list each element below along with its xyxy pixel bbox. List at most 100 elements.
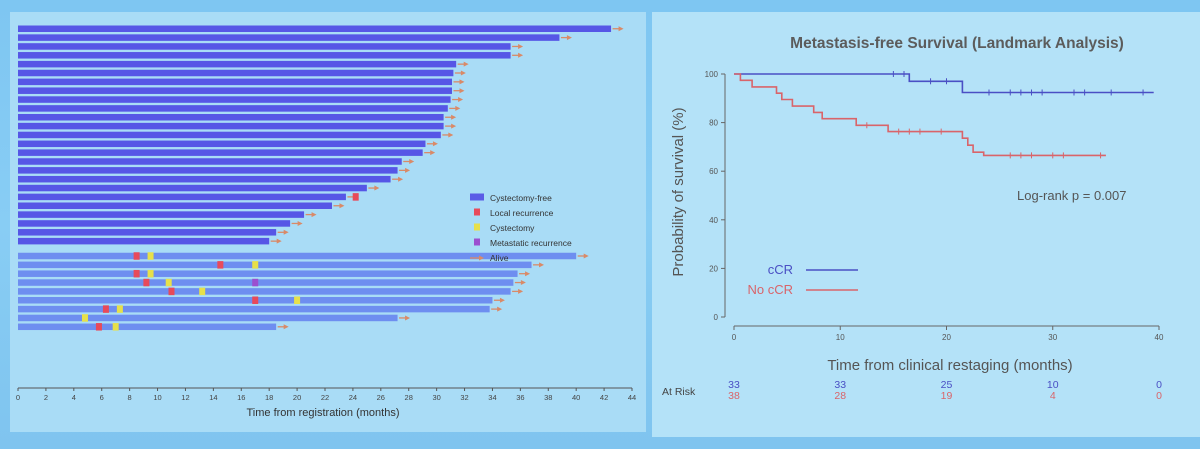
x-tick-label: 22	[321, 393, 329, 402]
swimmer-bar	[18, 87, 452, 94]
alive-arrowhead	[463, 61, 469, 67]
legend-swatch	[474, 208, 480, 216]
alive-arrowhead	[460, 70, 466, 76]
km-title: Metastasis-free Survival (Landmark Analy…	[790, 35, 1124, 52]
alive-arrowhead	[455, 105, 461, 111]
x-tick-label: 0	[16, 393, 20, 402]
event-marker	[147, 269, 154, 278]
swimmer-bar	[18, 220, 291, 227]
event-marker	[143, 278, 150, 287]
swimmer-bar	[18, 211, 305, 218]
event-marker	[112, 323, 119, 331]
km-curve	[734, 73, 1154, 94]
swimmer-bar	[18, 96, 451, 103]
x-tick-label: 0	[732, 333, 737, 342]
swimmer-bar	[18, 261, 532, 269]
alive-arrowhead	[459, 88, 465, 94]
swimmer-bar	[18, 52, 511, 59]
swimmer-bar	[18, 105, 448, 112]
swimmer-bar	[18, 78, 452, 86]
y-tick-label: 40	[709, 216, 718, 225]
legend-swatch	[470, 193, 484, 201]
alive-arrowhead	[448, 132, 454, 138]
alive-arrowhead	[566, 35, 572, 41]
x-tick-label: 10	[153, 393, 161, 402]
at-risk-value: 19	[941, 390, 953, 402]
swimmer-bar	[18, 131, 441, 139]
x-tick-label: 12	[181, 393, 189, 402]
swimmer-legend: Cystectomy-free Local recurrence Cystectom…	[470, 193, 572, 263]
at-risk-label: At Risk	[662, 386, 696, 398]
swimmer-bar	[18, 305, 490, 313]
alive-arrowhead	[283, 229, 289, 235]
at-risk-value: 0	[1156, 390, 1162, 402]
km-plot: Metastasis-free Survival (Landmark Analy…	[662, 35, 1164, 402]
legend-swatch	[474, 223, 480, 231]
km-plot-panel: Metastasis-free Survival (Landmark Analy…	[652, 12, 1200, 437]
at-risk-value: 10	[1047, 379, 1059, 391]
x-tick-label: 10	[836, 333, 845, 342]
swimmer-bar	[18, 288, 511, 295]
km-x-axis-label: Time from clinical restaging (months)	[827, 357, 1072, 374]
swimmer-bar	[18, 122, 444, 130]
swimmer-bar	[18, 25, 612, 32]
alive-arrowhead	[405, 167, 411, 173]
swimmer-bar	[18, 270, 518, 277]
x-tick-label: 42	[600, 393, 608, 402]
alive-arrowhead	[432, 141, 438, 147]
event-marker	[81, 314, 88, 322]
x-tick-label: 2	[44, 393, 48, 402]
swimmer-bar	[18, 184, 367, 192]
swimmer-bar	[18, 43, 511, 50]
x-tick-label: 14	[209, 393, 217, 402]
swimmer-bar	[18, 60, 457, 68]
alive-arrowhead	[518, 52, 524, 58]
x-tick-label: 40	[1155, 333, 1164, 342]
swimmer-bar	[18, 252, 577, 260]
x-tick-label: 30	[1048, 333, 1057, 342]
swimmer-bar	[18, 140, 426, 148]
event-marker	[352, 193, 359, 201]
alive-arrowhead	[539, 262, 545, 268]
alive-arrowhead	[374, 185, 380, 191]
swimmer-bar	[18, 114, 444, 121]
at-risk-table: At Risk 33 33 25 10 0 38 28 19 4 0	[662, 379, 1162, 402]
alive-arrowhead	[339, 203, 345, 209]
swimmer-bar	[18, 69, 454, 77]
legend-label: Metastatic recurrence	[490, 238, 572, 248]
x-tick-label: 30	[432, 393, 440, 402]
x-tick-label: 40	[572, 393, 580, 402]
event-marker	[116, 305, 123, 313]
at-risk-value: 0	[1156, 379, 1162, 391]
x-tick-label: 18	[265, 393, 273, 402]
event-marker	[133, 252, 140, 260]
alive-arrowhead	[451, 114, 457, 120]
alive-arrowhead	[276, 238, 282, 244]
legend-label: Cystectomy	[490, 223, 535, 233]
x-tick-label: 32	[460, 393, 468, 402]
x-tick-label: 38	[544, 393, 552, 402]
event-marker	[147, 252, 154, 260]
swimmer-bar	[18, 149, 423, 156]
alive-arrowhead	[430, 150, 436, 156]
y-tick-label: 80	[709, 119, 718, 128]
alive-arrowhead	[409, 159, 415, 164]
y-tick-label: 0	[714, 313, 719, 322]
at-risk-value: 28	[834, 390, 846, 402]
event-marker	[217, 261, 224, 269]
log-rank-annotation: Log-rank p = 0.007	[1017, 188, 1127, 203]
legend-label: cCR	[768, 262, 793, 277]
swimmer-plot: 0 2 4 6 8 10 12 14 16 18 20 22 24 26 28 30 32 34 36 38 40 42 4…	[16, 25, 636, 419]
event-marker	[252, 261, 259, 269]
alive-arrowhead	[398, 176, 404, 182]
y-tick-label: 100	[705, 70, 719, 79]
event-marker	[252, 278, 259, 287]
x-tick-label: 20	[293, 393, 301, 402]
swimmer-plot-panel: 0 2 4 6 8 10 12 14 16 18 20 22 24 26 28 30 32 34 36 38 40 42 4…	[10, 12, 646, 432]
x-tick-label: 24	[349, 393, 357, 402]
alive-arrowhead	[405, 315, 411, 321]
event-marker	[165, 278, 172, 287]
legend-swatch	[474, 238, 480, 246]
swimmer-bar	[18, 237, 270, 245]
x-tick-label: 20	[942, 333, 951, 342]
